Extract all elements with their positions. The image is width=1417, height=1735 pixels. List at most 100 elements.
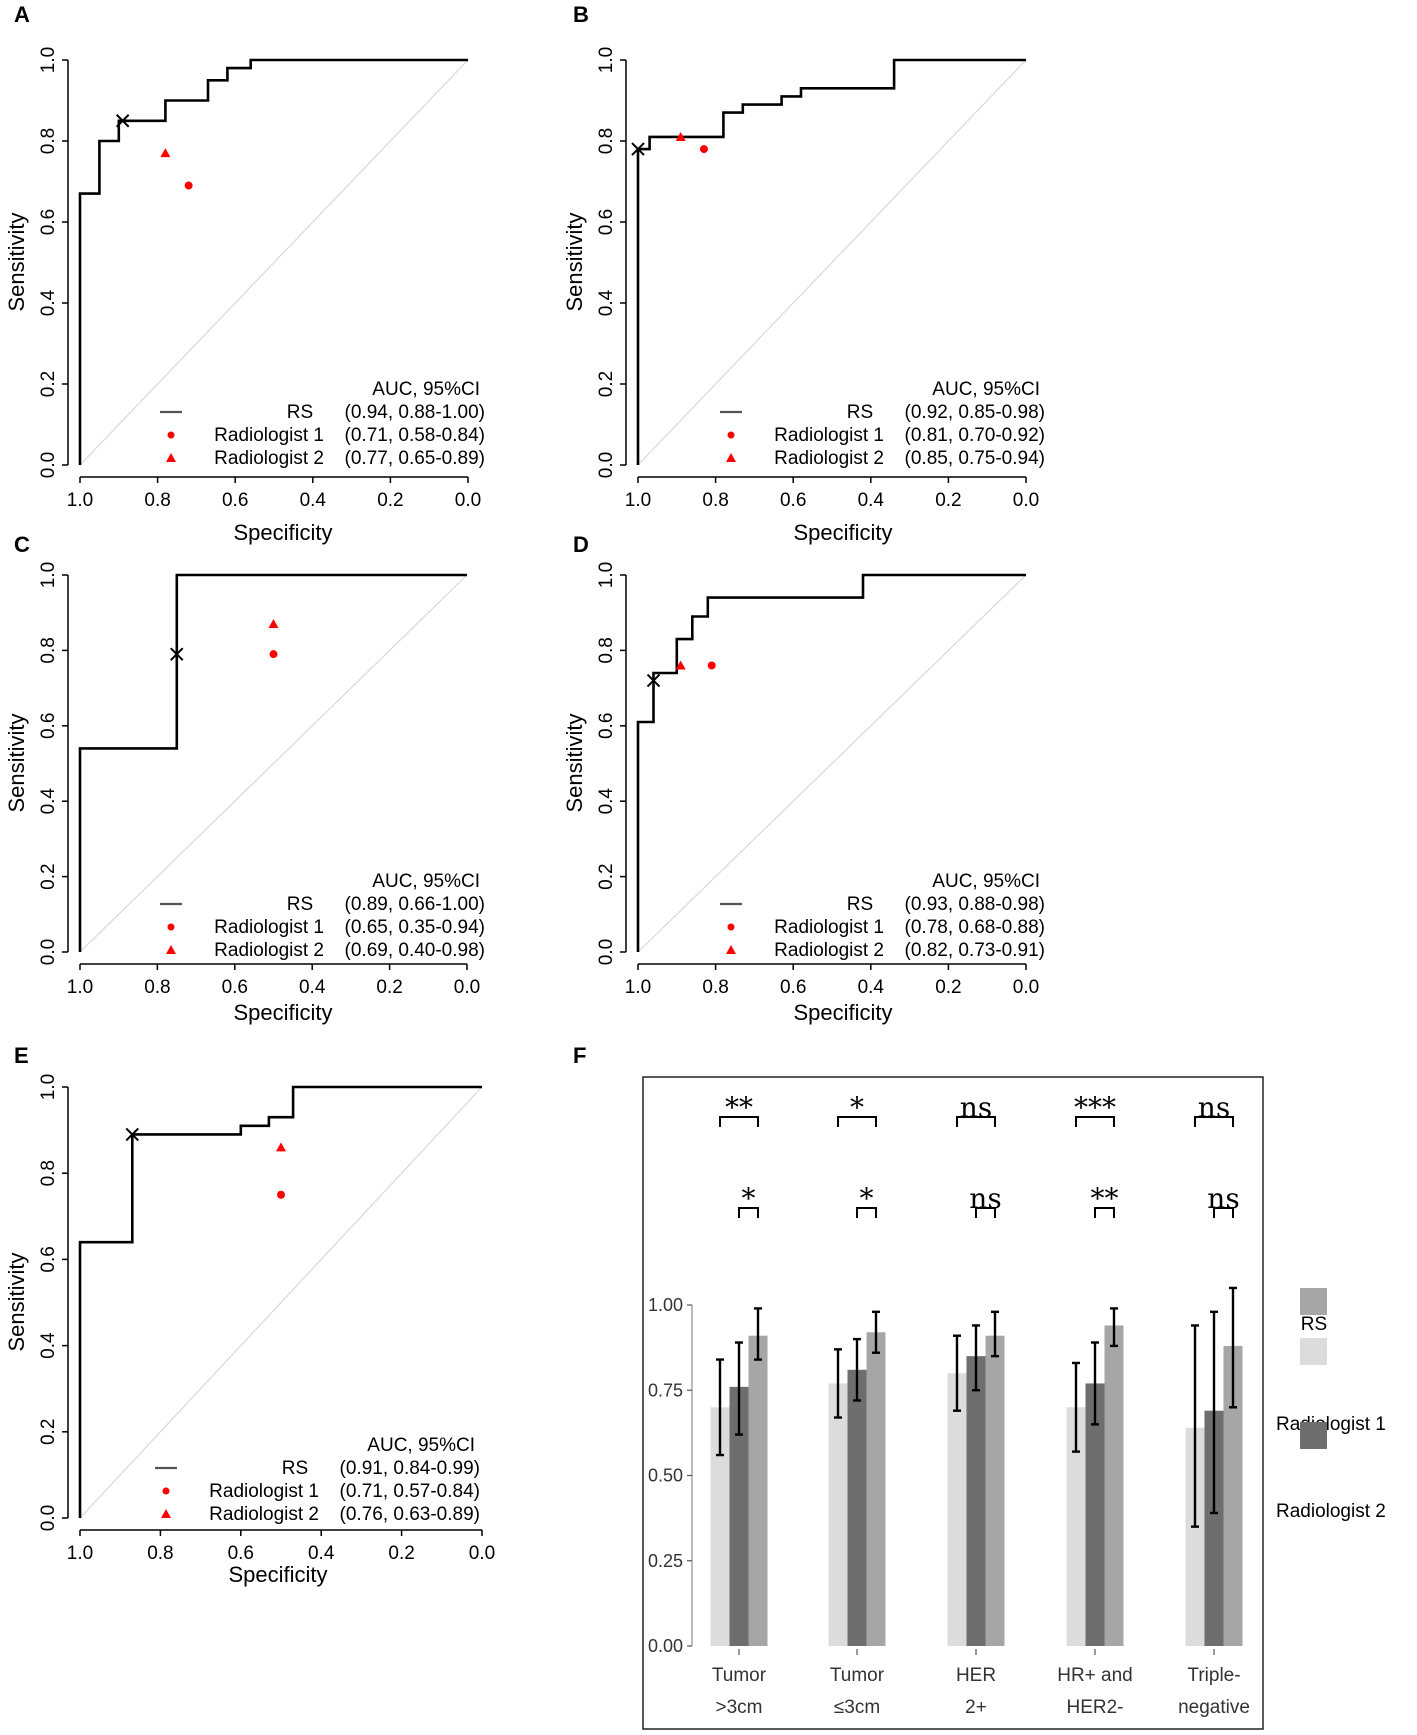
x-tick-label: 1.0 <box>625 977 651 998</box>
diagonal-reference-line <box>79 1086 483 1519</box>
y-tick-label: 0.4 <box>596 289 617 316</box>
category-label-line1: Triple- <box>1187 1665 1240 1686</box>
legend-entry-label: RS <box>847 402 873 423</box>
roc-panel-d: D 1.0 0.8 0.6 0.4 0.2 0.0 Specificity 0.0 0.2 0.4 0… <box>562 532 1045 1025</box>
category-label-line2: >3cm <box>716 1697 763 1718</box>
bar <box>1204 1410 1224 1646</box>
y-tick-label: 1.0 <box>38 1074 59 1100</box>
legend-entry-label: Radiologist 2 <box>214 940 324 961</box>
legend-title: AUC, 95%CI <box>367 1435 475 1456</box>
legend-entry-label: Radiologist 2 <box>209 1504 319 1525</box>
y-tick-label: 0.6 <box>596 209 617 235</box>
legend-entry-label: Radiologist 2 <box>774 940 884 961</box>
radiologist-1-point <box>277 1190 285 1199</box>
legend-entry-auc: (0.81, 0.70-0.92) <box>905 425 1045 446</box>
y-tick-label: 0.8 <box>596 128 617 154</box>
legend-swatch <box>1300 1422 1327 1449</box>
legend-dot-swatch <box>167 431 175 439</box>
cutoff-x-stroke <box>170 647 184 661</box>
significance-bracket-inner <box>1094 1207 1115 1218</box>
legend-title: AUC, 95%CI <box>932 379 1040 400</box>
legend-entry-auc: (0.89, 0.66-1.00) <box>345 894 485 915</box>
significance-label-inner: ** <box>1091 1182 1119 1215</box>
legend-entry-auc: (0.94, 0.88-1.00) <box>345 402 485 423</box>
legend-swatch <box>1300 1288 1327 1315</box>
legend-entry-label: Radiologist 1 <box>209 1481 319 1502</box>
legend-triangle-swatch <box>161 1509 171 1518</box>
diagonal-reference-line <box>637 574 1027 953</box>
bar-group: HER 2+ ns ns <box>947 1091 1005 1718</box>
y-tick-label: 0.8 <box>38 128 59 154</box>
y-tick-label: 0.8 <box>38 637 59 663</box>
roc-panel-e: E 1.0 0.8 0.6 0.4 0.2 0.0 Specificity 0.0 0.2 0.4 0… <box>4 1043 495 1587</box>
panel-label: B <box>573 2 589 27</box>
bar <box>847 1369 867 1646</box>
diagonal-reference-line <box>79 59 469 466</box>
y-tick-label: 0.8 <box>596 637 617 663</box>
legend-title: AUC, 95%CI <box>372 379 480 400</box>
x-tick-label: 0.6 <box>780 977 806 998</box>
legend-dot-swatch <box>167 923 175 931</box>
legend-entry-auc: (0.85, 0.75-0.94) <box>905 448 1045 469</box>
rs-roc-curve <box>78 58 468 465</box>
y-tick-label: 0.6 <box>38 713 59 739</box>
x-axis-title: Specificity <box>228 1562 327 1587</box>
legend-entry-label: Radiologist 1 <box>214 425 324 446</box>
significance-bracket-inner <box>856 1207 877 1218</box>
bar <box>985 1335 1005 1646</box>
category-label-line1: Tumor <box>712 1665 767 1686</box>
radiologist-2-point <box>276 1142 286 1152</box>
y-axis-title: Sensitivity <box>4 1252 29 1351</box>
x-tick-label: 1.0 <box>67 977 93 998</box>
optimal-cutoff-marker <box>631 142 645 156</box>
x-tick-label: 0.2 <box>935 490 961 511</box>
cutoff-x-stroke <box>115 114 130 128</box>
radiologist-2-point <box>675 660 686 670</box>
optimal-cutoff-marker <box>646 673 661 688</box>
legend-dot-swatch <box>727 923 735 931</box>
significance-bracket-outer <box>956 1116 996 1127</box>
y-tick-label: 0.6 <box>38 209 59 235</box>
bar <box>1085 1383 1105 1646</box>
roc-legend: AUC, 95%CI RS (0.93, 0.88-0.98) Radiologist… <box>720 871 1045 961</box>
y-tick-label: 0.0 <box>38 939 59 965</box>
legend-label: Radiologist 2 <box>1276 1501 1386 1522</box>
rs-roc-curve <box>78 573 467 952</box>
y-tick-label: 0.2 <box>596 863 617 889</box>
legend-entry-auc: (0.71, 0.58-0.84) <box>345 425 485 446</box>
x-tick-label: 0.4 <box>858 490 885 511</box>
radiologist-1-point <box>699 145 708 154</box>
legend-label: RS <box>1301 1314 1327 1335</box>
significance-bracket-inner <box>738 1207 759 1218</box>
rs-roc-curve <box>636 58 1026 465</box>
category-label-line2: 2+ <box>965 1697 987 1718</box>
significance-bracket-inner <box>975 1207 996 1218</box>
y-tick-label: 0.2 <box>596 371 617 397</box>
legend-entry-auc: (0.77, 0.65-0.89) <box>345 448 485 469</box>
x-tick-label: 0.8 <box>147 1543 173 1564</box>
x-tick-label: 1.0 <box>625 490 651 511</box>
x-tick-label: 0.4 <box>858 977 885 998</box>
x-tick-label: 0.0 <box>455 490 481 511</box>
y-tick-label: 0.2 <box>38 371 59 397</box>
rs-roc-curve <box>636 573 1026 952</box>
roc-legend: AUC, 95%CI RS (0.94, 0.88-1.00) Radiologist… <box>160 379 485 469</box>
y-tick-label: 1.0 <box>38 47 59 73</box>
roc-legend: AUC, 95%CI RS (0.89, 0.66-1.00) Radiologist… <box>160 871 485 961</box>
legend-swatch <box>1300 1338 1327 1365</box>
roc-panel-b: B 1.0 0.8 0.6 0.4 0.2 0.0 Specificity 0.0 0.2 0.4 0… <box>562 2 1045 545</box>
x-tick-label: 0.8 <box>702 490 728 511</box>
y-tick-label: 0.2 <box>38 1419 59 1445</box>
category-label-line1: Tumor <box>830 1665 885 1686</box>
y-tick-label: 1.00 <box>648 1295 683 1315</box>
x-tick-label: 0.8 <box>702 977 728 998</box>
roc-legend: AUC, 95%CI RS (0.92, 0.85-0.98) Radiologist… <box>720 379 1045 469</box>
legend-entry-auc: (0.71, 0.57-0.84) <box>340 1481 480 1502</box>
legend-label: Radiologist 1 <box>1276 1414 1386 1435</box>
diagonal-reference-line <box>637 59 1027 466</box>
radiologist-1-point <box>707 661 716 670</box>
y-tick-label: 0.4 <box>596 788 617 815</box>
significance-label-outer: ns <box>1198 1091 1230 1124</box>
x-tick-label: 0.6 <box>228 1543 254 1564</box>
x-tick-label: 0.2 <box>388 1543 414 1564</box>
